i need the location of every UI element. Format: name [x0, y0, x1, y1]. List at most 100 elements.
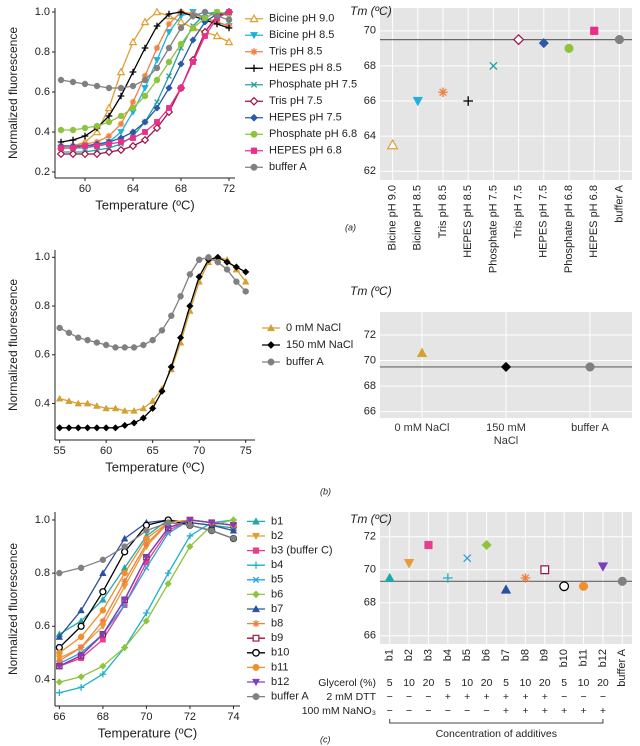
marker [212, 31, 222, 40]
marker [141, 85, 149, 92]
legend-label: Tris pH 8.5 [269, 46, 322, 58]
y-tick-label: 0.6 [35, 620, 50, 632]
legend-marker [252, 693, 260, 701]
legend-marker [250, 163, 258, 171]
marker [165, 58, 173, 66]
marker [158, 387, 166, 395]
x-tick-label: 150 mM NaCl [486, 422, 526, 447]
x-tick-label: 72 [223, 183, 235, 195]
marker [177, 8, 185, 16]
cell: − [406, 691, 412, 703]
legend-marker [252, 648, 260, 657]
x-tick-label: 64 [127, 183, 139, 195]
legend-label: b9 [271, 632, 283, 644]
marker [578, 581, 589, 591]
marker [81, 124, 89, 132]
marker [153, 76, 161, 84]
marker [143, 540, 150, 548]
y-tick-label: 68 [364, 597, 376, 609]
marker [178, 85, 184, 91]
legend-marker [249, 13, 259, 23]
marker [99, 595, 107, 603]
legend-marker [250, 48, 258, 56]
marker [164, 519, 172, 526]
y-tick-label: 0.6 [35, 86, 50, 98]
marker [186, 517, 194, 524]
marker [202, 33, 208, 39]
cell: 20 [597, 677, 609, 689]
legend-marker [250, 64, 258, 72]
marker [190, 59, 196, 65]
y-tick-label: 68 [364, 60, 376, 72]
legend-label: b7 [271, 603, 283, 615]
marker [117, 120, 125, 128]
marker [77, 622, 85, 630]
row-label: 2 mM DTT [326, 691, 376, 703]
marker [201, 8, 209, 16]
marker [104, 103, 114, 112]
marker [130, 406, 138, 414]
marker [116, 67, 126, 76]
marker [68, 149, 78, 159]
marker [81, 80, 89, 88]
cell: − [600, 691, 606, 703]
marker [242, 288, 249, 295]
marker [128, 141, 138, 151]
x-tick-label: b5 [461, 649, 473, 661]
cell: − [484, 705, 490, 717]
x-tick-label: b12 [597, 649, 609, 667]
cell: + [445, 691, 451, 703]
marker [57, 126, 65, 134]
cell: + [522, 691, 528, 703]
marker [189, 24, 197, 32]
marker [165, 20, 173, 28]
marker [102, 404, 110, 412]
marker [153, 44, 161, 52]
panel-caption: (a) [345, 222, 356, 232]
x-tick-label: 72 [184, 711, 196, 723]
marker [489, 61, 498, 70]
cell: − [387, 691, 393, 703]
series-line [59, 256, 247, 349]
cell: − [580, 691, 586, 703]
marker [242, 268, 250, 276]
marker [225, 16, 233, 24]
cell: 10 [461, 677, 473, 689]
y-axis-label: Normalized fluorescence [6, 543, 20, 675]
marker [205, 254, 212, 261]
marker [130, 419, 138, 427]
y-tick-label: 72 [364, 531, 376, 543]
legend-marker [252, 576, 260, 583]
marker [56, 689, 63, 697]
axis-title: Tm (ºC) [350, 4, 392, 18]
marker [102, 341, 110, 349]
marker [165, 44, 173, 52]
marker [93, 122, 101, 130]
legend-label: 0 mM NaCl [286, 322, 341, 334]
marker [141, 72, 149, 80]
x-tick-label: 66 [53, 711, 65, 723]
cell: 20 [481, 677, 493, 689]
x-tick-label: b3 [422, 649, 434, 661]
marker [55, 663, 64, 670]
legend-marker [267, 358, 275, 366]
x-tick-label: b1 [384, 649, 396, 661]
marker [153, 22, 161, 30]
marker [213, 12, 221, 20]
y-tick-label: 70 [364, 564, 376, 576]
x-tick-label: b11 [577, 649, 589, 667]
legend-marker [252, 663, 260, 671]
cell: − [425, 691, 431, 703]
legend-label: b1 [271, 515, 283, 527]
x-tick-label: buffer A [616, 648, 628, 686]
x-tick-label: 60 [79, 183, 91, 195]
marker [93, 402, 101, 409]
legend-label: b5 [271, 574, 283, 586]
marker [93, 424, 101, 432]
marker [74, 399, 82, 407]
marker [384, 572, 395, 583]
marker [176, 334, 185, 342]
x-tick-label: HEPES pH 8.5 [462, 185, 474, 258]
cell: 5 [387, 677, 393, 689]
legend-marker [249, 96, 259, 106]
